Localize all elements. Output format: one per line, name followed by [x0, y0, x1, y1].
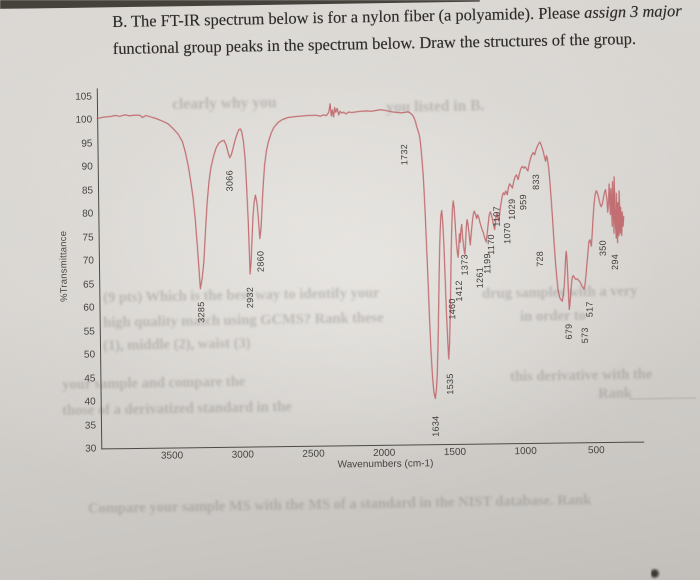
bleed-through-text: in order to [520, 307, 587, 325]
photo-table-edge [0, 0, 480, 9]
peak-label-text: 833 [530, 173, 542, 190]
peak-label: 1373 [457, 246, 473, 284]
spectrum-curve [96, 103, 625, 400]
peak-label-text: 573 [579, 327, 590, 344]
peak-label: 833 [528, 163, 544, 201]
peak-label-text: 294 [609, 253, 621, 270]
peak-label-text: 679 [563, 323, 574, 340]
peak-label: 2860 [252, 243, 268, 281]
peak-label-text: 728 [534, 250, 546, 267]
bleed-through-text: (1), middle (2), waist (3) [103, 335, 251, 354]
bleed-through-text: clearly why you [172, 94, 277, 113]
peak-label-text: 1170 [485, 234, 496, 255]
peak-label-text: 3066 [224, 170, 236, 192]
peak-label-text: 2860 [255, 250, 266, 273]
peak-label-text: 1373 [459, 254, 471, 276]
photo-corner-mark [651, 568, 660, 579]
peak-label-text: 1535 [445, 373, 456, 395]
peak-label-text: 1634 [430, 415, 441, 437]
peak-label: 3066 [222, 162, 238, 200]
peak-label-text: 1732 [399, 143, 410, 165]
bleed-through-text: drug samples with a very [482, 283, 638, 302]
bleed-through-text: Rank [598, 385, 633, 402]
peak-label-text: 517 [584, 301, 595, 318]
peak-label: 728 [532, 240, 548, 278]
peak-label: 294 [607, 243, 623, 281]
bleed-through-text: your sample and compare the [62, 373, 246, 393]
peak-label: 1535 [442, 365, 458, 403]
bleed-through-text: you listed in B. [386, 97, 485, 116]
peak-label: 1634 [427, 407, 443, 445]
peak-label-text: 959 [518, 194, 529, 211]
peak-label: 1732 [396, 135, 412, 173]
bleed-through-text: this derivative with the [510, 366, 653, 385]
